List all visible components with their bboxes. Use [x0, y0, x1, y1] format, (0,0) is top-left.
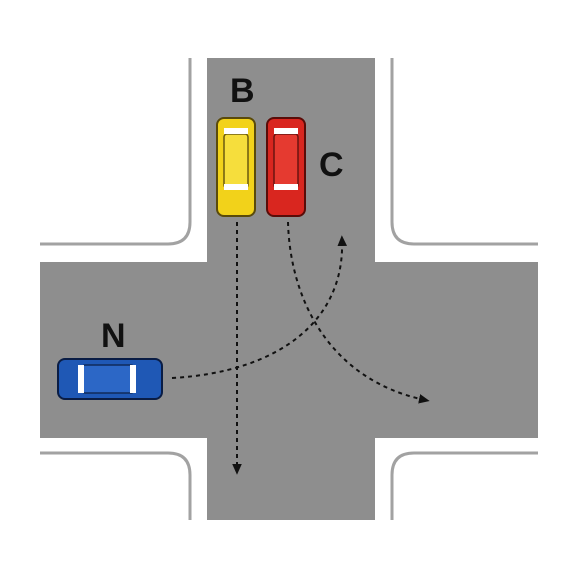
path-c-left-turn [287, 221, 430, 404]
label-car-c: C [319, 146, 344, 184]
car-c-front-window [274, 128, 298, 134]
car-n-front-window [130, 365, 136, 393]
path-n-left-turn [171, 235, 348, 379]
car-n-rear-window [78, 365, 84, 393]
label-car-b: B [230, 72, 255, 110]
car-c-rear-window [274, 184, 298, 190]
car-n [57, 358, 163, 400]
curb-top-left [40, 58, 192, 246]
road-horizontal [40, 262, 538, 438]
curbs [40, 58, 538, 520]
car-c-roof [273, 133, 299, 189]
paths [171, 221, 430, 475]
curb-bottom-left [40, 451, 192, 520]
curb-bottom-right [390, 451, 538, 520]
car-n-roof [81, 364, 135, 394]
curb-top-right [390, 58, 538, 246]
car-b-front-window [224, 128, 248, 134]
car-b-rear-window [224, 184, 248, 190]
car-b-roof [223, 133, 249, 189]
label-car-n: N [101, 317, 126, 355]
car-c [266, 117, 306, 217]
car-b [216, 117, 256, 217]
